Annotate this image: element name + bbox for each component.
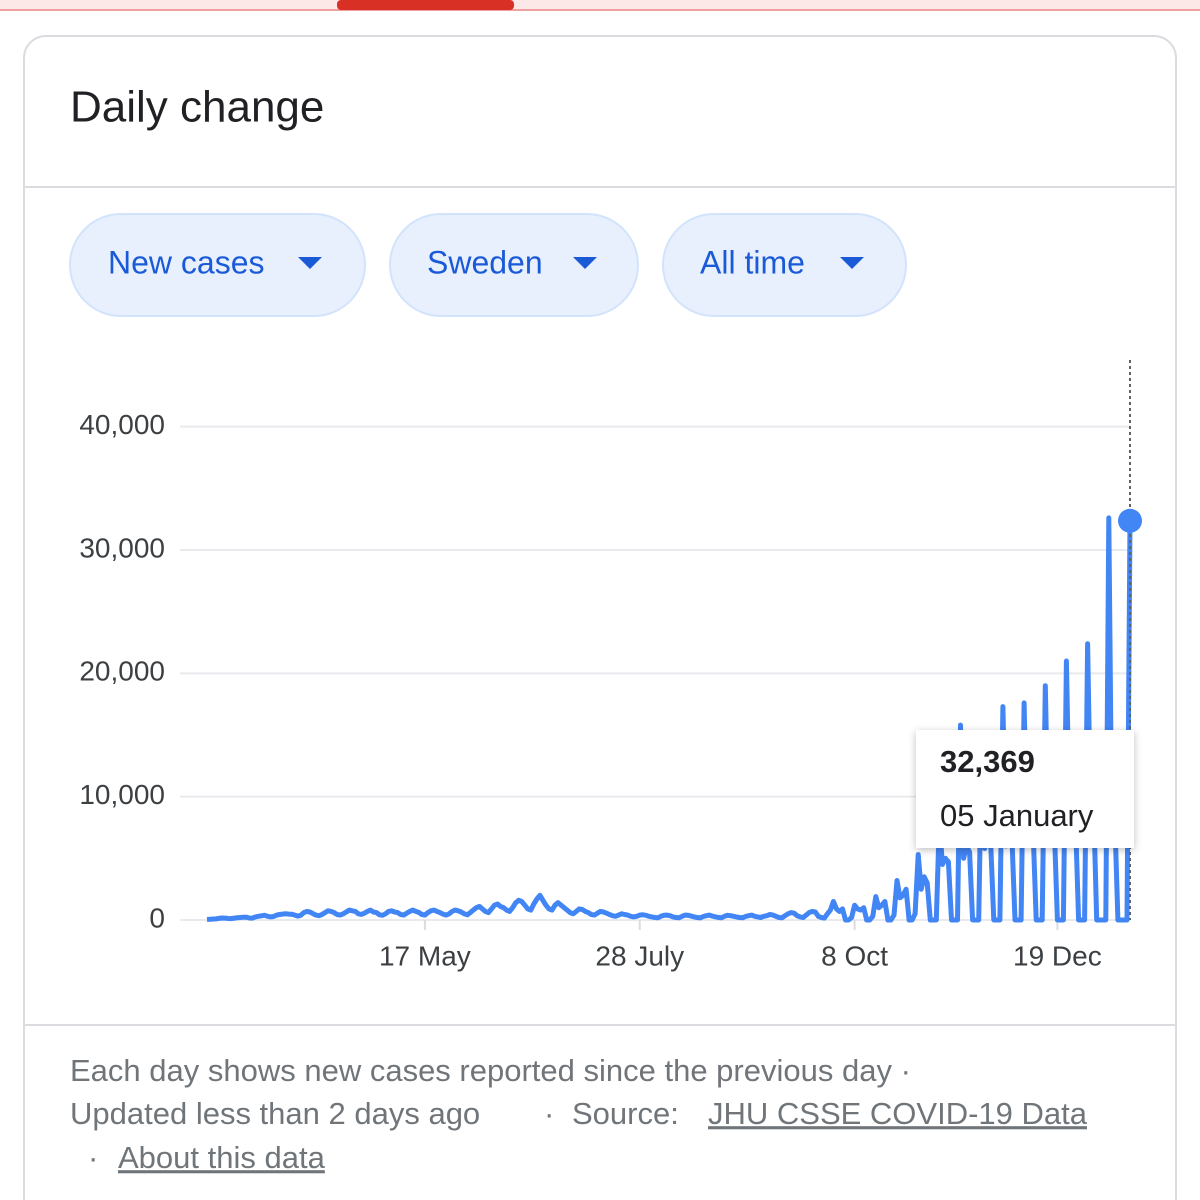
chip-label[interactable]: New cases <box>108 244 265 280</box>
source-link[interactable]: JHU CSSE COVID-19 Data <box>708 1096 1088 1131</box>
chip-label[interactable]: All time <box>700 244 805 280</box>
x-tick-label: 19 Dec <box>1013 940 1102 971</box>
chip-arrow[interactable] <box>840 257 864 269</box>
x-tick-label: 8 Oct <box>821 940 888 971</box>
footer-note: Each day shows new cases reported since … <box>70 1053 911 1088</box>
period-chip[interactable]: All time <box>662 213 907 317</box>
y-tick-label: 0 <box>149 902 165 933</box>
chip-arrow[interactable] <box>298 257 322 269</box>
hover-dot <box>1118 508 1142 533</box>
chip-label[interactable]: Sweden <box>427 244 543 280</box>
tooltip-value: 32,369 <box>940 744 1035 779</box>
x-tick-label: 28 July <box>595 940 684 971</box>
top-tab <box>337 0 514 10</box>
y-tick-label: 30,000 <box>79 532 165 563</box>
chip-bg[interactable] <box>69 213 366 317</box>
y-tick-label: 10,000 <box>79 779 165 810</box>
x-tick-label: 17 May <box>379 940 471 971</box>
chip-arrow[interactable] <box>573 257 597 269</box>
chip-bg[interactable] <box>662 213 907 317</box>
separator: · <box>88 1140 98 1175</box>
about-link[interactable]: About this data <box>118 1140 326 1175</box>
tooltip-date: 05 January <box>940 798 1094 833</box>
card-title: Daily change <box>70 83 324 132</box>
chip-bg[interactable] <box>389 213 639 317</box>
y-tick-label: 40,000 <box>79 409 165 440</box>
y-tick-label: 20,000 <box>79 656 165 687</box>
region-chip[interactable]: Sweden <box>389 213 639 317</box>
separator: · <box>544 1096 554 1131</box>
tooltip-bg <box>916 730 1134 848</box>
top-strip <box>0 0 1200 10</box>
metric-chip[interactable]: New cases <box>69 213 366 317</box>
plot: 0 10,000 20,000 30,000 40,000 17 May 28 July 8 … <box>79 360 1142 971</box>
tooltip: 32,369 05 January <box>916 730 1134 848</box>
footer-updated: Updated less than 2 days ago <box>70 1096 480 1131</box>
series-line <box>206 515 1133 923</box>
source-label: Source: <box>572 1096 679 1131</box>
